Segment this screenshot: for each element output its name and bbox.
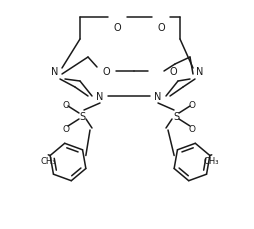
Text: O: O xyxy=(188,100,195,109)
Text: N: N xyxy=(196,67,203,77)
Text: S: S xyxy=(79,112,85,121)
Text: CH₃: CH₃ xyxy=(202,156,218,165)
Text: O: O xyxy=(156,23,164,33)
Text: N: N xyxy=(154,92,161,101)
Text: O: O xyxy=(62,100,69,109)
Text: S: S xyxy=(172,112,178,121)
Text: O: O xyxy=(62,124,69,133)
Text: CH₃: CH₃ xyxy=(40,156,56,165)
Text: N: N xyxy=(51,67,58,77)
Text: O: O xyxy=(102,67,109,77)
Text: O: O xyxy=(188,124,195,133)
Text: O: O xyxy=(113,23,120,33)
Text: O: O xyxy=(168,67,176,77)
Text: N: N xyxy=(96,92,103,101)
